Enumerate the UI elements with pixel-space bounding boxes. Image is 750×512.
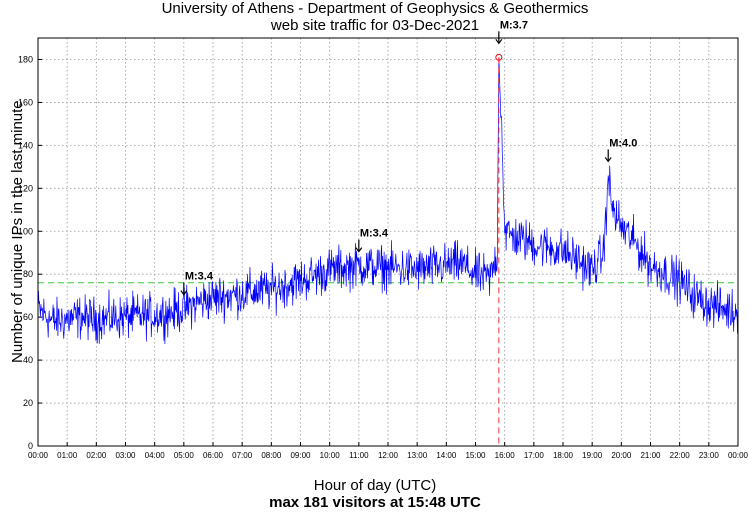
x-tick-label: 05:00 bbox=[174, 451, 195, 460]
annotation-arrowhead bbox=[495, 38, 503, 45]
x-tick-label: 21:00 bbox=[640, 451, 661, 460]
x-tick-label: 22:00 bbox=[670, 451, 691, 460]
visitors-series-line bbox=[37, 57, 739, 345]
x-tick-label: 04:00 bbox=[145, 451, 166, 460]
y-tick-label: 40 bbox=[23, 355, 33, 365]
y-tick-label: 120 bbox=[18, 183, 33, 193]
y-tick-label: 140 bbox=[18, 140, 33, 150]
y-tick-label: 60 bbox=[23, 312, 33, 322]
y-tick-label: 0 bbox=[28, 441, 33, 451]
y-tick-label: 20 bbox=[23, 398, 33, 408]
x-tick-label: 12:00 bbox=[378, 451, 399, 460]
chart-title: University of Athens - Department of Geo… bbox=[161, 0, 589, 17]
x-tick-label: 11:00 bbox=[349, 451, 369, 460]
x-tick-label: 17:00 bbox=[524, 451, 545, 460]
x-tick-label: 01:00 bbox=[57, 451, 78, 460]
plot-frame bbox=[37, 37, 739, 447]
x-tick-label: 03:00 bbox=[115, 451, 136, 460]
chart-subtitle: web site traffic for 03-Dec-2021 bbox=[270, 17, 480, 34]
annotation-arrowhead bbox=[355, 247, 363, 253]
x-tick-label: 19:00 bbox=[582, 451, 603, 460]
x-tick-label: 06:00 bbox=[203, 451, 224, 460]
x-tick-label: 08:00 bbox=[261, 451, 282, 460]
annotation-arrowhead bbox=[604, 157, 612, 163]
annotation-arrowhead bbox=[180, 290, 188, 296]
x-tick-label: 20:00 bbox=[611, 451, 632, 460]
x-tick-label: 13:00 bbox=[407, 451, 428, 460]
x-tick-label: 09:00 bbox=[290, 451, 311, 460]
x-tick-label: 00:00 bbox=[28, 451, 49, 460]
annotation-label: M:4.0 bbox=[609, 137, 637, 149]
max-marker-point bbox=[495, 53, 503, 61]
y-axis-label: Number of unique IPs in the last minute bbox=[9, 100, 26, 363]
x-tick-label: 07:00 bbox=[232, 451, 253, 460]
x-tick-label: 10:00 bbox=[320, 451, 341, 460]
y-tick-label: 80 bbox=[23, 269, 33, 279]
annotation-label: M:3.4 bbox=[185, 271, 214, 283]
x-tick-label: 15:00 bbox=[465, 451, 486, 460]
x-axis-label: Hour of day (UTC) bbox=[313, 477, 437, 494]
x-tick-label: 14:00 bbox=[436, 451, 457, 460]
x-tick-label: 23:00 bbox=[699, 451, 720, 460]
max-visitors-caption: max 181 visitors at 15:48 UTC bbox=[269, 494, 481, 511]
annotation-label: M:3.7 bbox=[500, 19, 528, 31]
x-tick-label: 02:00 bbox=[86, 451, 107, 460]
y-tick-label: 180 bbox=[18, 54, 33, 64]
annotation-label: M:3.4 bbox=[360, 228, 389, 240]
y-tick-label: 160 bbox=[18, 97, 33, 107]
x-tick-label: 18:00 bbox=[553, 451, 574, 460]
x-tick-label: 00:00 bbox=[728, 451, 749, 460]
y-tick-label: 100 bbox=[18, 226, 33, 236]
x-tick-label: 16:00 bbox=[495, 451, 516, 460]
